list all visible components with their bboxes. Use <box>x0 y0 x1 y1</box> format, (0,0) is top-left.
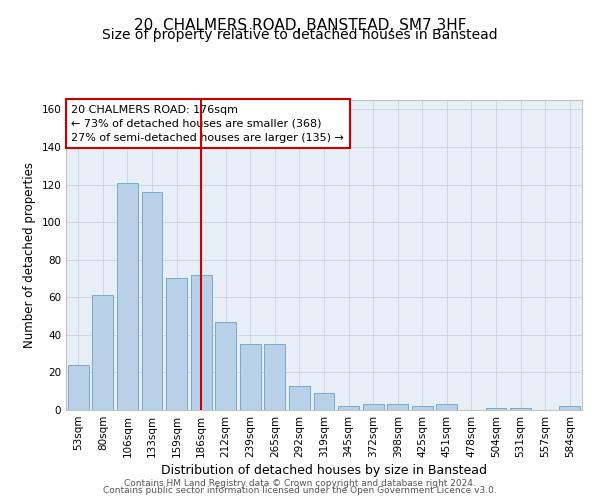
Bar <box>117 182 138 410</box>
X-axis label: Distribution of detached houses by size in Banstead: Distribution of detached houses by size … <box>161 464 487 477</box>
Bar <box>289 386 310 410</box>
Bar <box>215 322 236 410</box>
Y-axis label: Number of detached properties: Number of detached properties <box>23 162 36 348</box>
Text: Contains public sector information licensed under the Open Government Licence v3: Contains public sector information licen… <box>103 486 497 495</box>
Text: Contains HM Land Registry data © Crown copyright and database right 2024.: Contains HM Land Registry data © Crown c… <box>124 478 476 488</box>
Bar <box>166 278 187 410</box>
Bar <box>436 404 457 410</box>
Text: Size of property relative to detached houses in Banstead: Size of property relative to detached ho… <box>102 28 498 42</box>
Bar <box>265 344 286 410</box>
Bar <box>387 404 408 410</box>
Bar <box>240 344 261 410</box>
Text: 20 CHALMERS ROAD: 176sqm
← 73% of detached houses are smaller (368)
27% of semi-: 20 CHALMERS ROAD: 176sqm ← 73% of detach… <box>71 104 344 142</box>
Bar <box>485 408 506 410</box>
Text: 20, CHALMERS ROAD, BANSTEAD, SM7 3HF: 20, CHALMERS ROAD, BANSTEAD, SM7 3HF <box>134 18 466 32</box>
Bar <box>68 365 89 410</box>
Bar <box>362 404 383 410</box>
Bar <box>191 274 212 410</box>
Bar <box>510 408 531 410</box>
Bar <box>412 406 433 410</box>
Bar <box>338 406 359 410</box>
Bar <box>142 192 163 410</box>
Bar <box>314 393 334 410</box>
Bar <box>92 296 113 410</box>
Bar <box>559 406 580 410</box>
